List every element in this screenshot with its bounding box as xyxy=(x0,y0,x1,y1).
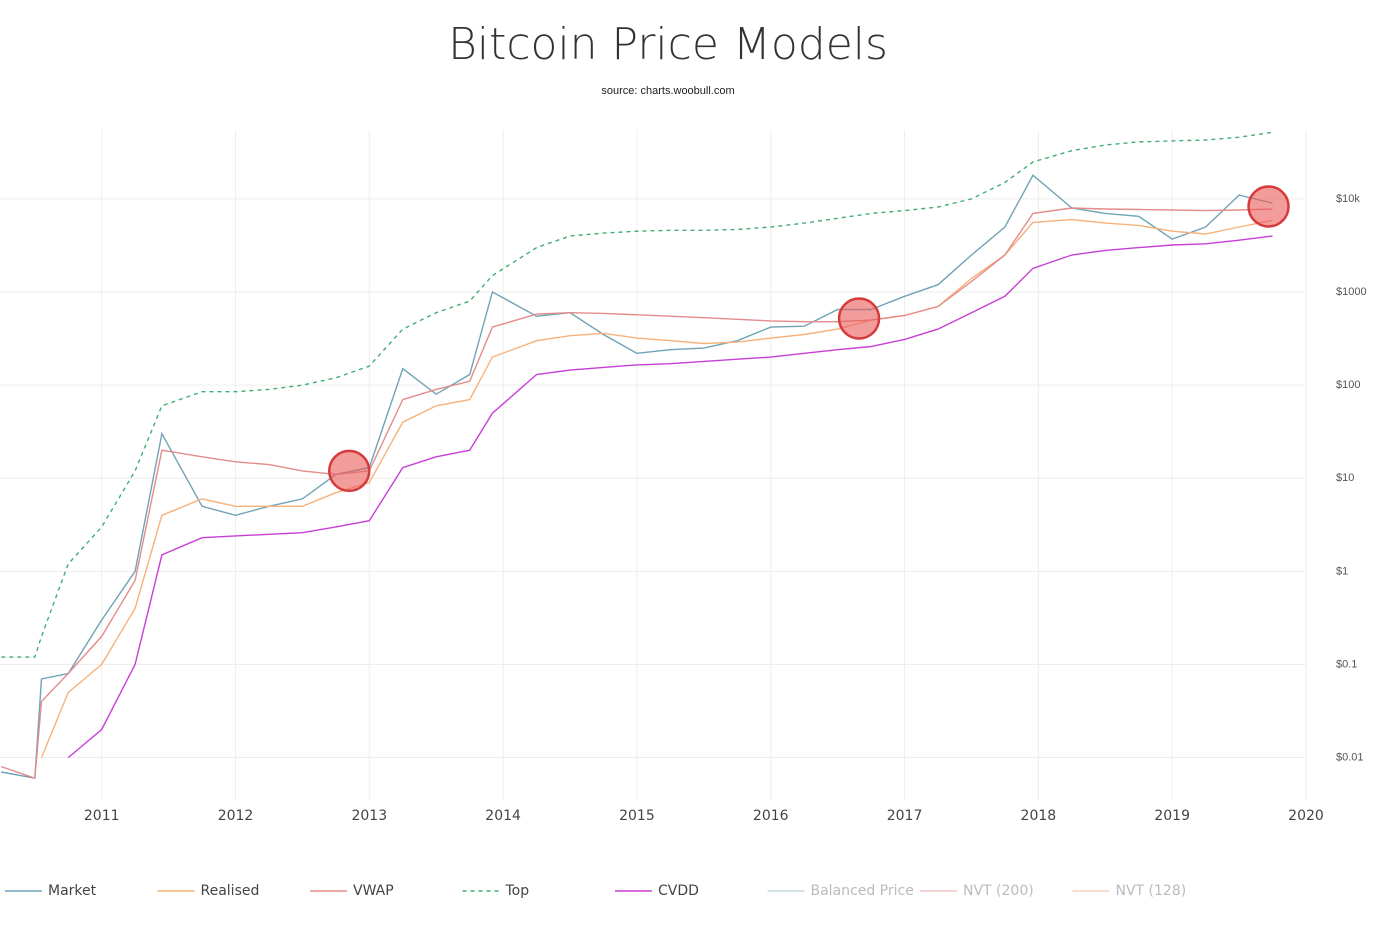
x-tick-label: 2020 xyxy=(1288,808,1324,824)
x-tick-label: 2012 xyxy=(218,808,254,824)
series-line xyxy=(40,218,1273,758)
x-tick-label: 2019 xyxy=(1154,808,1190,824)
x-tick-label: 2017 xyxy=(887,808,923,824)
legend-label: VWAP xyxy=(353,883,394,899)
legend-label: CVDD xyxy=(658,883,699,899)
series-line xyxy=(1,174,1273,780)
x-tick-label: 2018 xyxy=(1021,808,1057,824)
y-tick-label: $10 xyxy=(1336,472,1354,484)
x-tick-label: 2011 xyxy=(84,808,120,824)
highlight-circle xyxy=(327,449,371,493)
highlight-circle xyxy=(837,297,881,340)
x-tick-label: 2013 xyxy=(351,808,387,824)
legend-label: NVT (128) xyxy=(1116,883,1187,899)
y-tick-label: $1 xyxy=(1336,565,1348,577)
y-tick-label: $10k xyxy=(1336,193,1360,205)
highlight-circle xyxy=(1247,185,1290,228)
chart-title: Bitcoin Price Models xyxy=(448,19,888,70)
legend-label: Balanced Price xyxy=(811,883,914,899)
x-tick-label: 2015 xyxy=(619,808,655,824)
y-tick-label: $0.01 xyxy=(1336,751,1364,763)
series-line xyxy=(67,235,1273,759)
legend-label: Realised xyxy=(201,883,260,899)
series-line xyxy=(1,207,1273,780)
y-tick-label: $0.1 xyxy=(1336,658,1357,670)
legend-label: NVT (200) xyxy=(963,883,1034,899)
y-tick-label: $100 xyxy=(1336,379,1360,391)
x-tick-label: 2014 xyxy=(485,808,521,824)
y-tick-label: $1000 xyxy=(1336,286,1367,298)
legend-label: Market xyxy=(48,883,97,899)
series-line xyxy=(1,131,1273,658)
x-tick-label: 2016 xyxy=(753,808,789,824)
legend-label: Top xyxy=(505,883,530,899)
chart-subtitle: source: charts.woobull.com xyxy=(601,85,734,97)
